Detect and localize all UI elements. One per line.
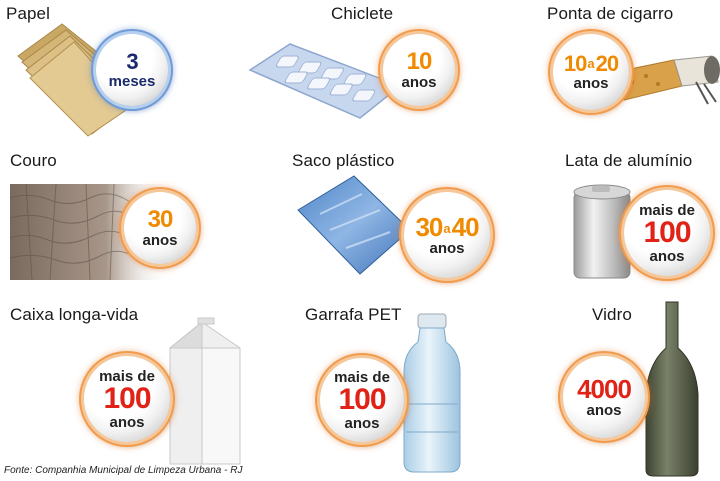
- milk-carton-icon: [168, 317, 241, 465]
- item-label-lata-de-aluminio: Lata de alumínio: [565, 151, 693, 170]
- item-label-ponta-de-cigarro: Ponta de cigarro: [547, 4, 674, 23]
- badge-number-to: 20: [595, 51, 620, 76]
- time-badge-chiclete: 10 anos: [383, 34, 455, 106]
- badge-unit: anos: [586, 402, 622, 419]
- badge-number-to: 40: [451, 212, 480, 242]
- badge-number: 10: [406, 48, 433, 75]
- badge-unit: anos: [649, 247, 685, 265]
- badge-unit: anos: [573, 75, 609, 92]
- badge-number: 100: [103, 381, 151, 415]
- item-label-caixa-longa-vida: Caixa longa-vida: [10, 305, 139, 324]
- time-badge-ponta-de-cigarro: 10a20 anos: [553, 34, 629, 110]
- badge-unit: anos: [429, 240, 465, 257]
- badge-prefix: mais de: [99, 367, 155, 385]
- badge-unit: anos: [344, 414, 380, 432]
- badge-prefix: mais de: [639, 201, 695, 219]
- item-label-papel: Papel: [6, 4, 50, 23]
- badge-number-from: 30: [415, 212, 443, 242]
- badge-unit: meses: [108, 73, 156, 90]
- time-badge-papel: 3 meses: [96, 34, 168, 106]
- badge-number: 30: [147, 206, 174, 233]
- time-badge-garrafa-pet: mais de 100 anos: [320, 358, 404, 442]
- time-badge-vidro: 4000 anos: [563, 356, 645, 438]
- badge-prefix: mais de: [334, 368, 390, 386]
- badge-number: 100: [338, 382, 386, 416]
- item-label-couro: Couro: [10, 151, 57, 170]
- time-badge-saco-plastico: 30a40 anos: [404, 192, 490, 278]
- badge-number: 3: [126, 49, 138, 74]
- badge-range-separator: a: [443, 221, 451, 236]
- time-badge-couro: 30 anos: [124, 192, 196, 264]
- badge-number: 100: [643, 215, 691, 249]
- item-label-garrafa-pet: Garrafa PET: [305, 305, 402, 324]
- badge-number: 4000: [577, 374, 632, 404]
- badge-range: 10a20: [563, 51, 620, 76]
- item-label-chiclete: Chiclete: [331, 4, 394, 23]
- cigarette-butt-icon: [615, 55, 720, 105]
- item-label-vidro: Vidro: [592, 305, 632, 324]
- badge-unit: anos: [109, 413, 145, 431]
- source-footnote: Fonte: Companhia Municipal de Limpeza Ur…: [4, 465, 243, 476]
- badge-range-separator: a: [587, 56, 595, 71]
- badge-range: 30a40: [415, 212, 480, 242]
- badge-number-from: 10: [563, 51, 588, 76]
- pet-bottle-icon: [403, 313, 461, 473]
- item-label-saco-plastico: Saco plástico: [292, 151, 395, 170]
- glass-bottle-icon: [645, 301, 699, 477]
- time-badge-caixa-longa-vida: mais de 100 anos: [84, 356, 170, 442]
- time-badge-lata-de-aluminio: mais de 100 anos: [624, 190, 710, 276]
- badge-unit: anos: [401, 74, 437, 91]
- badge-unit: anos: [142, 232, 178, 249]
